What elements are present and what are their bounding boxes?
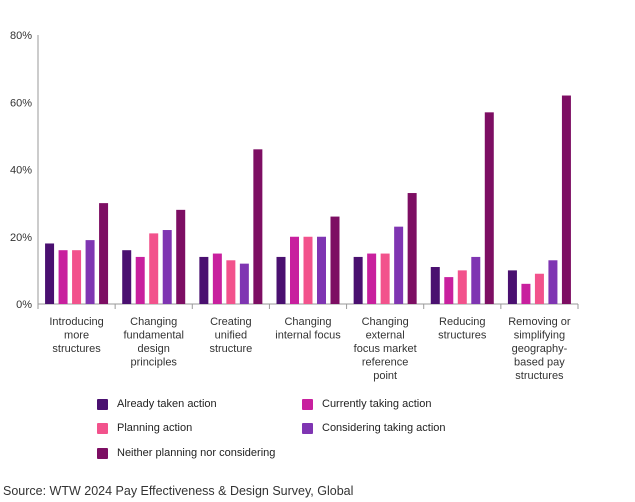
- bar: [290, 236, 299, 304]
- bar: [176, 209, 186, 304]
- legend-label-planning: Planning action: [117, 422, 193, 434]
- x-category-label: external: [366, 330, 405, 342]
- legend-swatch-already-taken: [97, 398, 108, 410]
- legend-swatch-currently-taking: [302, 398, 313, 410]
- x-category-label: structure: [209, 343, 252, 355]
- bar: [430, 267, 440, 304]
- x-category-label: Removing or: [508, 316, 571, 328]
- legend-swatch-neither: [97, 447, 108, 459]
- source-note: Source: WTW 2024 Pay Effectiveness & Des…: [3, 484, 354, 498]
- legend-label-already-taken: Already taken action: [117, 398, 217, 410]
- bar: [122, 250, 132, 304]
- x-category-label: based pay: [514, 357, 565, 369]
- bar: [303, 236, 313, 304]
- legend-swatch-considering: [302, 422, 313, 434]
- x-category-label: internal focus: [275, 330, 341, 342]
- x-category-label: structures: [515, 370, 564, 382]
- bar: [561, 95, 571, 305]
- bar: [380, 253, 390, 304]
- y-tick-label: 20%: [10, 232, 32, 244]
- bar: [457, 270, 467, 304]
- legend-label-neither: Neither planning nor considering: [117, 447, 276, 459]
- bar: [85, 240, 95, 304]
- x-category-label: point: [373, 370, 397, 382]
- bar: [226, 260, 236, 304]
- legend-swatch-planning: [97, 422, 108, 434]
- y-tick-label: 80%: [10, 30, 32, 42]
- bar: [484, 112, 494, 305]
- bar: [162, 230, 172, 304]
- x-category-label: geography-: [512, 343, 568, 355]
- x-category-label: reference: [362, 357, 408, 369]
- bar: [507, 270, 517, 304]
- legend-item-neither: Neither planning nor considering: [97, 447, 275, 459]
- bar: [317, 236, 326, 304]
- x-category-label: principles: [130, 357, 177, 369]
- x-category-label: more: [64, 330, 89, 342]
- x-category-label: Creating: [210, 316, 252, 328]
- bar: [239, 263, 249, 304]
- x-category-label: Changing: [284, 316, 331, 328]
- bar: [471, 256, 481, 304]
- legend-item-considering: Considering taking action: [302, 422, 446, 434]
- x-category-label: design: [138, 343, 170, 355]
- bar: [548, 260, 558, 304]
- legend-label-currently-taking: Currently taking action: [322, 398, 432, 410]
- bar: [407, 193, 417, 304]
- x-category-label: Changing: [362, 316, 409, 328]
- bar: [199, 256, 209, 304]
- bar: [444, 277, 454, 304]
- bar: [534, 273, 544, 304]
- bar: [367, 253, 377, 304]
- y-tick-label: 60%: [10, 97, 32, 109]
- legend-item-already-taken: Already taken action: [97, 398, 217, 410]
- legend-label-considering: Considering taking action: [322, 422, 446, 434]
- legend-item-currently-taking: Currently taking action: [302, 398, 431, 410]
- x-category-label: structures: [438, 330, 487, 342]
- bar: [99, 203, 109, 304]
- bar: [330, 216, 340, 304]
- legend-item-planning: Planning action: [97, 422, 192, 434]
- x-category-label: structures: [52, 343, 101, 355]
- y-tick-label: 0%: [16, 299, 32, 311]
- x-category-label: Introducing: [49, 316, 103, 328]
- bar: [149, 233, 159, 304]
- x-category-label: simplifying: [514, 330, 565, 342]
- x-category-label: focus market: [354, 343, 417, 355]
- x-category-label: Changing: [130, 316, 177, 328]
- bar: [353, 256, 363, 304]
- bar: [521, 283, 531, 304]
- bar: [253, 149, 263, 304]
- bar: [45, 243, 55, 304]
- bar-chart: 0%20%40%60%80%IntroducingmorestructuresC…: [10, 30, 579, 382]
- y-tick-label: 40%: [10, 165, 32, 177]
- x-category-label: unified: [215, 330, 247, 342]
- bar: [212, 253, 222, 304]
- bar: [72, 250, 82, 304]
- x-category-label: Reducing: [439, 316, 485, 328]
- bar: [394, 226, 404, 304]
- bar: [58, 250, 68, 304]
- x-category-label: fundamental: [123, 330, 184, 342]
- bar: [276, 256, 286, 304]
- bar: [135, 256, 145, 304]
